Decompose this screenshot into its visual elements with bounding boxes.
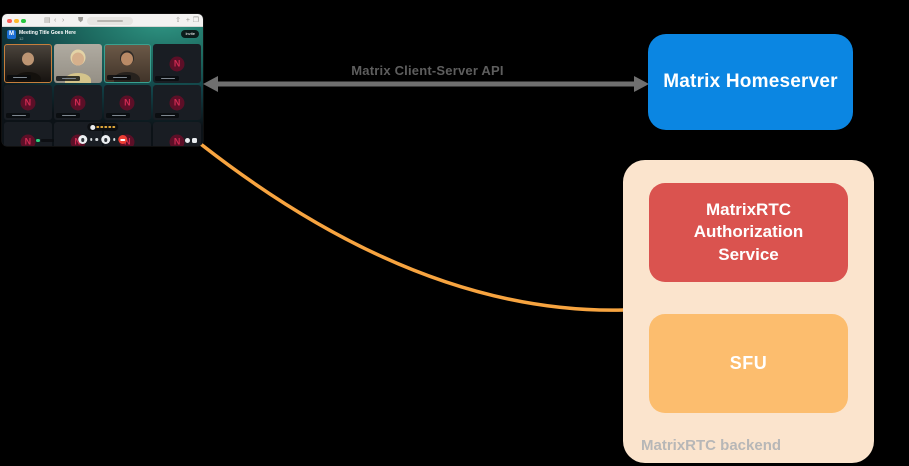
client-server-api-label: Matrix Client-Server API <box>351 63 504 78</box>
avatar-tile: N <box>4 122 52 146</box>
avatar: N <box>169 56 185 71</box>
name-label <box>7 75 31 80</box>
name-label <box>6 113 30 118</box>
participant-face <box>21 52 34 66</box>
camera-button[interactable] <box>100 135 110 144</box>
online-dot-icon <box>36 138 40 142</box>
name-label <box>155 76 180 81</box>
name-label <box>106 75 131 80</box>
matrixrtc-authorization-service-label: MatrixRTC Authorization Service <box>693 200 804 264</box>
matrixrtc-backend-box: MatrixRTC Authorization Service SFU Matr… <box>623 160 874 463</box>
traffic-light-close-icon[interactable] <box>7 18 12 23</box>
participant-face <box>71 52 84 66</box>
arrow-head-right <box>634 76 649 92</box>
avatar: N <box>20 95 36 110</box>
meeting-title: Meeting Title Goes Here <box>19 30 76 36</box>
avatar: N <box>169 134 185 146</box>
cam-chevron-icon[interactable] <box>95 138 98 141</box>
matrixrtc-backend-label: MatrixRTC backend <box>641 437 782 454</box>
avatar: N <box>169 95 185 110</box>
rtc-backend-curve <box>200 143 626 312</box>
mic-button[interactable] <box>77 135 87 144</box>
browser-chrome: ▤ ‹ › ⛊ ⇧ + ❐ <box>2 14 203 27</box>
reactions-bar[interactable] <box>86 123 119 131</box>
back-icon[interactable]: ‹ <box>54 17 57 24</box>
name-label <box>55 76 80 81</box>
share-icon[interactable]: ⇧ <box>175 17 181 24</box>
sfu-label: SFU <box>729 353 768 373</box>
avatar-tile: N <box>153 122 201 146</box>
more-options-icon[interactable] <box>112 138 116 141</box>
sidebar-icon[interactable]: ▤ <box>44 17 51 24</box>
status-text-bar <box>41 138 54 142</box>
fullscreen-icon[interactable] <box>185 138 190 143</box>
tabs-icon[interactable]: ❐ <box>192 17 199 24</box>
traffic-light-zoom-icon[interactable] <box>21 18 26 23</box>
arrow-head-left <box>203 76 218 92</box>
element-call-screenshot: ▤ ‹ › ⛊ ⇧ + ❐ M Meeting Title Goes Here … <box>2 14 203 146</box>
avatar-tile: N <box>153 85 201 120</box>
participant-face <box>121 52 134 66</box>
connection-status <box>36 138 54 142</box>
video-grid: N N N N N <box>4 44 201 146</box>
name-label <box>105 113 130 118</box>
new-tab-icon[interactable]: + <box>185 17 190 24</box>
avatar: N <box>119 95 135 110</box>
traffic-light-minimize-icon[interactable] <box>14 18 19 23</box>
matrixrtc-authorization-service-box: MatrixRTC Authorization Service <box>649 183 848 282</box>
emoji-icon[interactable] <box>108 125 112 129</box>
avatar-tile: N <box>4 85 52 120</box>
call-controls <box>77 135 128 144</box>
avatar-tile: N <box>53 85 102 120</box>
emoji-icon[interactable] <box>104 125 108 129</box>
call-app: M Meeting Title Goes Here 12 Invite <box>2 27 203 146</box>
emoji-icon[interactable] <box>96 125 99 129</box>
name-label <box>55 113 80 118</box>
layout-icon[interactable] <box>192 138 197 143</box>
forward-icon[interactable]: › <box>62 17 65 24</box>
app-logo: M <box>7 30 16 39</box>
mic-chevron-icon[interactable] <box>89 138 93 141</box>
hangup-button[interactable] <box>118 135 128 144</box>
smiley-icon[interactable] <box>89 124 95 130</box>
video-tile <box>4 44 52 83</box>
matrix-homeserver-label: Matrix Homeserver <box>663 71 838 92</box>
sfu-box: SFU <box>649 314 848 413</box>
avatar-tile: N <box>153 44 201 83</box>
shield-icon: ⛊ <box>78 17 84 24</box>
participant-count: 12 <box>19 36 24 41</box>
emoji-icon[interactable] <box>100 125 103 129</box>
video-tile <box>103 44 152 83</box>
emoji-icon[interactable] <box>112 125 116 129</box>
avatar: N <box>70 95 86 110</box>
name-label <box>155 113 180 118</box>
matrix-homeserver-box: Matrix Homeserver <box>648 34 853 130</box>
video-tile <box>53 44 102 83</box>
invite-button[interactable]: Invite <box>181 30 199 38</box>
address-bar[interactable] <box>87 16 133 25</box>
avatar-tile: N <box>103 85 152 120</box>
avatar: N <box>20 134 36 146</box>
